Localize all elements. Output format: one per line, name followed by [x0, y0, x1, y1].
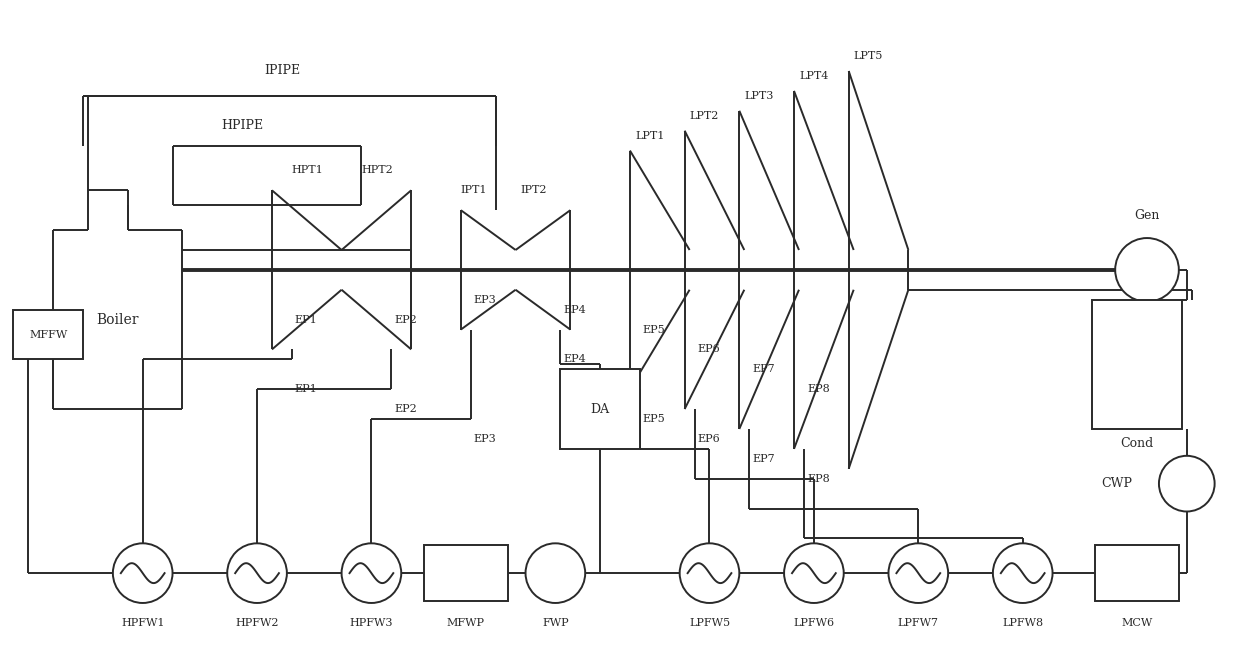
Text: EP5: EP5 [642, 414, 666, 424]
Text: Gen: Gen [1135, 209, 1159, 221]
Text: DA: DA [590, 403, 610, 415]
Text: EP3: EP3 [474, 295, 496, 304]
Bar [560, 369, 640, 449]
Circle shape [227, 543, 286, 603]
Text: LPT5: LPT5 [853, 51, 883, 61]
Text: EP6: EP6 [698, 345, 720, 355]
Text: Boiler: Boiler [97, 312, 139, 326]
Text: EP2: EP2 [394, 314, 417, 324]
Text: LPFW8: LPFW8 [1002, 618, 1043, 628]
Text: LPT1: LPT1 [635, 130, 665, 140]
Circle shape [113, 543, 172, 603]
Text: HPFW2: HPFW2 [236, 618, 279, 628]
Text: LPFW6: LPFW6 [794, 618, 835, 628]
Text: EP8: EP8 [807, 474, 830, 484]
Text: LPT4: LPT4 [799, 71, 828, 81]
Circle shape [526, 543, 585, 603]
Circle shape [993, 543, 1053, 603]
Text: LPFW5: LPFW5 [689, 618, 730, 628]
Circle shape [17, 316, 53, 353]
Text: IPIPE: IPIPE [264, 64, 300, 78]
Text: HPT1: HPT1 [291, 165, 324, 175]
Text: CWP: CWP [1101, 477, 1132, 490]
Text: EP5: EP5 [642, 324, 666, 334]
Text: LPFW7: LPFW7 [898, 618, 939, 628]
Text: EP7: EP7 [753, 454, 775, 464]
Circle shape [1159, 456, 1215, 512]
Circle shape [1115, 238, 1179, 302]
Text: EP3: EP3 [474, 434, 496, 444]
Circle shape [1100, 553, 1140, 593]
Circle shape [43, 316, 79, 353]
Text: EP8: EP8 [807, 384, 830, 394]
Text: HPFW3: HPFW3 [350, 618, 393, 628]
Circle shape [1135, 553, 1174, 593]
Bar [1092, 300, 1182, 429]
Text: EP2: EP2 [394, 404, 417, 414]
Text: HPFW1: HPFW1 [122, 618, 165, 628]
Text: LPT3: LPT3 [744, 91, 774, 101]
Circle shape [428, 553, 467, 593]
Text: FWP: FWP [542, 618, 569, 628]
Text: EP7: EP7 [753, 365, 775, 374]
Text: HPT2: HPT2 [362, 165, 393, 175]
Text: EP4: EP4 [563, 304, 587, 314]
Text: IPT2: IPT2 [521, 185, 547, 195]
Text: Cond: Cond [1121, 438, 1153, 450]
Text: HPIPE: HPIPE [221, 119, 263, 132]
Text: IPT1: IPT1 [461, 185, 487, 195]
Text: EP1: EP1 [295, 384, 317, 394]
Text: LPT2: LPT2 [689, 111, 719, 120]
Text: EP6: EP6 [698, 434, 720, 444]
Text: MFWP: MFWP [446, 618, 485, 628]
Bar [424, 545, 507, 601]
Circle shape [464, 553, 503, 593]
Text: EP1: EP1 [295, 314, 317, 324]
Bar [1095, 545, 1179, 601]
Bar [14, 310, 83, 359]
Circle shape [889, 543, 949, 603]
Circle shape [784, 543, 843, 603]
Text: MCW: MCW [1121, 618, 1153, 628]
Text: EP4: EP4 [563, 355, 587, 365]
Circle shape [341, 543, 402, 603]
Text: MFFW: MFFW [29, 330, 67, 339]
Circle shape [680, 543, 739, 603]
